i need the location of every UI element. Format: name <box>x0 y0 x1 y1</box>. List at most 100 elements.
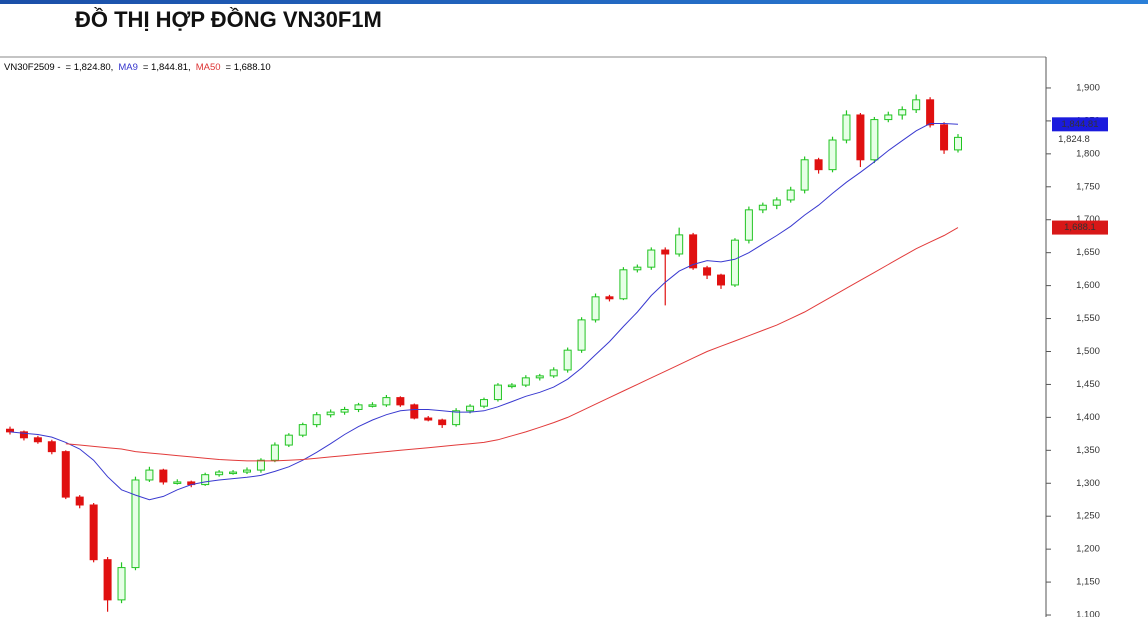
candle-body <box>591 296 600 321</box>
y-tick-label: 1,250 <box>1076 511 1100 522</box>
candle-body <box>312 414 321 426</box>
candle-body <box>117 567 126 601</box>
candle-body <box>284 434 293 446</box>
candle-body <box>619 269 628 300</box>
candle-body <box>577 319 586 351</box>
legend: VN30F2509 - = 1,824.80, MA9 = 1,844.81, MA50… <box>4 62 271 73</box>
candle-body <box>493 384 502 401</box>
candle-body <box>340 408 349 413</box>
candle-body <box>256 459 265 471</box>
candle-body <box>298 424 307 436</box>
candle-body <box>75 496 84 506</box>
candle-body <box>856 114 865 161</box>
candle-body <box>870 119 879 161</box>
y-tick-label: 1,550 <box>1076 313 1100 324</box>
candle-body <box>368 404 377 407</box>
candle-body <box>159 469 168 483</box>
candle-body <box>828 139 837 171</box>
y-tick-label: 1,100 <box>1076 610 1100 617</box>
candle-body <box>243 469 251 473</box>
candle-body <box>940 124 949 151</box>
candle-body <box>480 399 488 407</box>
candle-body <box>884 114 893 121</box>
candle-body <box>647 249 656 268</box>
candle-body <box>954 136 962 151</box>
candle-body <box>131 479 140 569</box>
y-tick-label: 1,300 <box>1076 478 1100 489</box>
y-tick-label: 1,750 <box>1076 181 1100 192</box>
y-tick-label: 1,150 <box>1076 577 1100 588</box>
candle-body <box>926 99 935 126</box>
candle-body <box>661 249 670 255</box>
candle-body <box>744 209 753 241</box>
moving-average-line <box>9 123 959 501</box>
candle-body <box>173 481 182 484</box>
candle-body <box>103 559 112 601</box>
page-title: ĐỒ THỊ HỢP ĐỒNG VN30F1M <box>75 7 382 32</box>
price-label-box <box>1052 117 1108 132</box>
legend-item: MA50 <box>196 62 221 73</box>
candle-body <box>6 428 14 433</box>
candle-body <box>47 441 56 453</box>
candle-body <box>229 471 238 475</box>
candle-body <box>898 109 907 116</box>
candle-body <box>535 375 544 379</box>
candle-body <box>215 471 224 476</box>
candle-body <box>772 199 781 206</box>
candle-body <box>842 114 851 141</box>
candle-body <box>382 397 391 406</box>
candle-body <box>730 239 739 286</box>
y-tick-label: 1,350 <box>1076 445 1100 456</box>
candle-body <box>410 404 419 419</box>
candle-body <box>201 474 210 486</box>
y-tick-label: 1,450 <box>1076 379 1100 390</box>
candle-body <box>758 204 767 211</box>
y-tick-label: 1,800 <box>1076 148 1100 159</box>
candle-body <box>270 444 279 461</box>
candle-body <box>786 189 795 201</box>
candle-body <box>145 469 154 481</box>
y-tick-label: 1,700 <box>1076 214 1100 225</box>
candle-body <box>354 404 363 410</box>
candle-body <box>549 369 558 377</box>
candle-body <box>800 159 809 191</box>
candle-body <box>452 410 461 426</box>
candle-body <box>912 99 921 111</box>
price-label-box <box>1052 220 1108 235</box>
y-tick-label: 1,500 <box>1076 346 1100 357</box>
legend-item: MA9 <box>118 62 138 73</box>
y-tick-label: 1,600 <box>1076 280 1100 291</box>
candle-body <box>507 384 516 388</box>
candle-body <box>396 397 405 406</box>
y-tick-label: 1,400 <box>1076 412 1100 423</box>
legend-item: VN30F2509 - <box>4 62 61 73</box>
y-tick-label: 1,900 <box>1076 82 1100 93</box>
candle-body <box>717 274 725 286</box>
legend-item: = 1,844.81, <box>143 62 191 73</box>
price-label: 1,844.81 <box>1062 119 1099 130</box>
candle-body <box>633 266 642 271</box>
candle-body <box>605 296 614 300</box>
legend-item: = 1,688.10 <box>226 62 271 73</box>
candle-body <box>424 417 433 421</box>
candle-body <box>563 349 572 371</box>
candle-body <box>61 451 70 498</box>
candle-body <box>689 234 698 269</box>
candle-body <box>814 159 823 171</box>
candle-body <box>438 419 447 426</box>
legend-item: = 1,824.80, <box>66 62 114 73</box>
top-bar <box>0 0 1148 4</box>
y-tick-label: 1,650 <box>1076 247 1100 258</box>
candle-body <box>703 267 712 276</box>
price-label: 1,688.1 <box>1064 222 1096 233</box>
candle-body <box>466 405 475 412</box>
candle-body <box>19 431 28 439</box>
candle-body <box>89 504 98 561</box>
candle-body <box>33 437 42 443</box>
candle-body <box>521 377 530 386</box>
candle-body <box>326 411 335 416</box>
y-tick-label: 1,200 <box>1076 544 1100 555</box>
moving-average-line <box>65 227 959 462</box>
